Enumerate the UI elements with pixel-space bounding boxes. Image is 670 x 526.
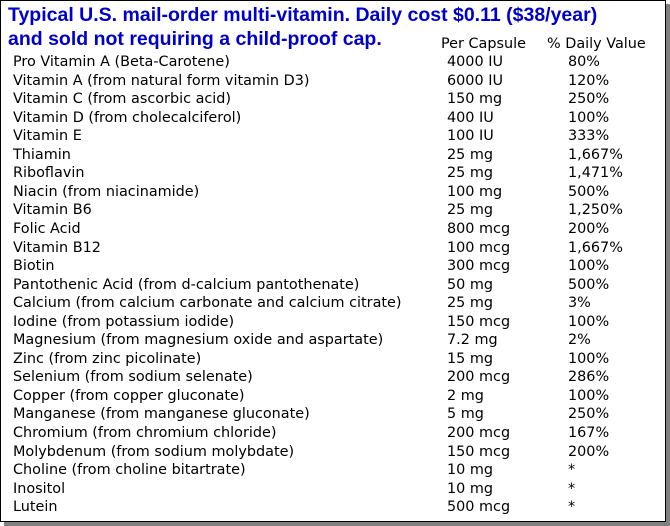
percent-daily-value: *	[568, 480, 576, 497]
percent-daily-value: 100%	[568, 313, 610, 330]
amount-per-capsule: 500 mcg	[447, 499, 511, 516]
header-daily-value: % Daily Value	[547, 36, 646, 52]
percent-daily-value: 80%	[568, 54, 600, 70]
nutrient-name: Pantothenic Acid (from d-calcium pantoth…	[13, 276, 360, 293]
nutrient-name: Lutein	[13, 499, 58, 516]
nutrient-name: Vitamin B6	[13, 202, 92, 219]
amount-per-capsule: 7.2 mg	[447, 332, 498, 349]
amount-per-capsule: 2 mg	[447, 387, 484, 404]
percent-daily-value: 200%	[568, 220, 610, 237]
amount-per-capsule: 200 mcg	[447, 425, 511, 441]
amount-per-capsule: 25 mg	[447, 295, 494, 312]
amount-per-capsule: 150 mcg	[447, 443, 511, 460]
amount-per-capsule: 10 mg	[447, 480, 494, 497]
amount-per-capsule: 15 mg	[447, 350, 494, 367]
nutrient-name: Calcium (from calcium carbonate and calc…	[13, 295, 402, 312]
amount-per-capsule: 300 mcg	[447, 258, 511, 275]
nutrient-name: Zinc (from zinc picolinate)	[13, 350, 202, 367]
nutrient-name: Choline (from choline bitartrate)	[13, 462, 246, 479]
amount-per-capsule: 10 mg	[447, 462, 494, 479]
amount-per-capsule: 400 IU	[447, 109, 494, 126]
percent-daily-value: 500%	[568, 276, 610, 293]
amount-per-capsule: 150 mg	[447, 91, 503, 108]
percent-daily-value: 200%	[568, 443, 610, 460]
percent-daily-value: 1,471%	[568, 165, 623, 182]
amount-per-capsule: 50 mg	[447, 276, 494, 293]
nutrient-name: Vitamin C (from ascorbic acid)	[13, 91, 232, 108]
nutrient-name: Selenium (from sodium selenate)	[13, 369, 253, 386]
title-line-2: and sold not requiring a child-proof cap…	[8, 28, 382, 50]
amount-per-capsule: 100 mg	[447, 183, 503, 200]
nutrient-name: Vitamin D (from cholecalciferol)	[13, 109, 242, 126]
nutrient-name: Pro Vitamin A (Beta-Carotene)	[13, 54, 230, 70]
nutrient-name: Magnesium (from magnesium oxide and aspa…	[13, 332, 384, 349]
percent-daily-value: 100%	[568, 258, 610, 275]
amount-per-capsule: 100 IU	[447, 128, 494, 145]
amount-per-capsule: 150 mcg	[447, 313, 511, 330]
percent-daily-value: 286%	[568, 369, 610, 386]
amount-per-capsule: 25 mg	[447, 202, 494, 219]
amount-per-capsule: 5 mg	[447, 406, 484, 423]
percent-daily-value: 1,667%	[568, 239, 623, 256]
nutrient-name: Molybdenum (from sodium molybdate)	[13, 443, 295, 460]
amount-per-capsule: 25 mg	[447, 165, 494, 182]
percent-daily-value: 100%	[568, 387, 610, 404]
percent-daily-value: 333%	[568, 128, 610, 145]
percent-daily-value: 120%	[568, 72, 610, 89]
percent-daily-value: 100%	[568, 350, 610, 367]
amount-per-capsule: 4000 IU	[447, 54, 503, 70]
amount-per-capsule: 100 mcg	[447, 239, 511, 256]
percent-daily-value: 1,667%	[568, 146, 623, 163]
nutrient-name: Riboflavin	[13, 165, 85, 182]
nutrient-name: Thiamin	[13, 146, 71, 163]
amount-per-capsule: 25 mg	[447, 146, 494, 163]
percent-daily-value: *	[568, 462, 576, 479]
percent-daily-value: 500%	[568, 183, 610, 200]
nutrient-name: Biotin	[13, 258, 55, 275]
nutrient-name: Inositol	[13, 480, 66, 497]
nutrient-name: Iodine (from potassium iodide)	[13, 313, 235, 330]
header-per-capsule: Per Capsule	[441, 36, 526, 52]
nutrient-name: Vitamin A (from natural form vitamin D3)	[13, 72, 310, 89]
nutrient-name: Manganese (from manganese gluconate)	[13, 406, 310, 423]
nutrient-name: Vitamin E	[13, 128, 82, 145]
nutrient-name: Copper (from copper gluconate)	[13, 387, 245, 404]
percent-daily-value: 2%	[568, 332, 591, 349]
percent-daily-value: 100%	[568, 109, 610, 126]
percent-daily-value: 167%	[568, 425, 610, 441]
nutrient-table: Pro Vitamin A (Beta-Carotene) 4000 IU 80% V…	[1, 1, 665, 521]
nutrient-name: Vitamin B12	[13, 239, 101, 256]
percent-daily-value: 250%	[568, 91, 610, 108]
nutrient-name: Niacin (from niacinamide)	[13, 183, 200, 200]
nutrient-name: Folic Acid	[13, 220, 81, 237]
amount-per-capsule: 200 mcg	[447, 369, 511, 386]
amount-per-capsule: 6000 IU	[447, 72, 503, 89]
nutrient-name: Chromium (from chromium chloride)	[13, 425, 277, 441]
percent-daily-value: 250%	[568, 406, 610, 423]
amount-per-capsule: 800 mcg	[447, 220, 511, 237]
percent-daily-value: 1,250%	[568, 202, 623, 219]
percent-daily-value: *	[568, 499, 576, 516]
percent-daily-value: 3%	[568, 295, 591, 312]
title-line-1: Typical U.S. mail-order multi-vitamin. D…	[8, 4, 598, 26]
